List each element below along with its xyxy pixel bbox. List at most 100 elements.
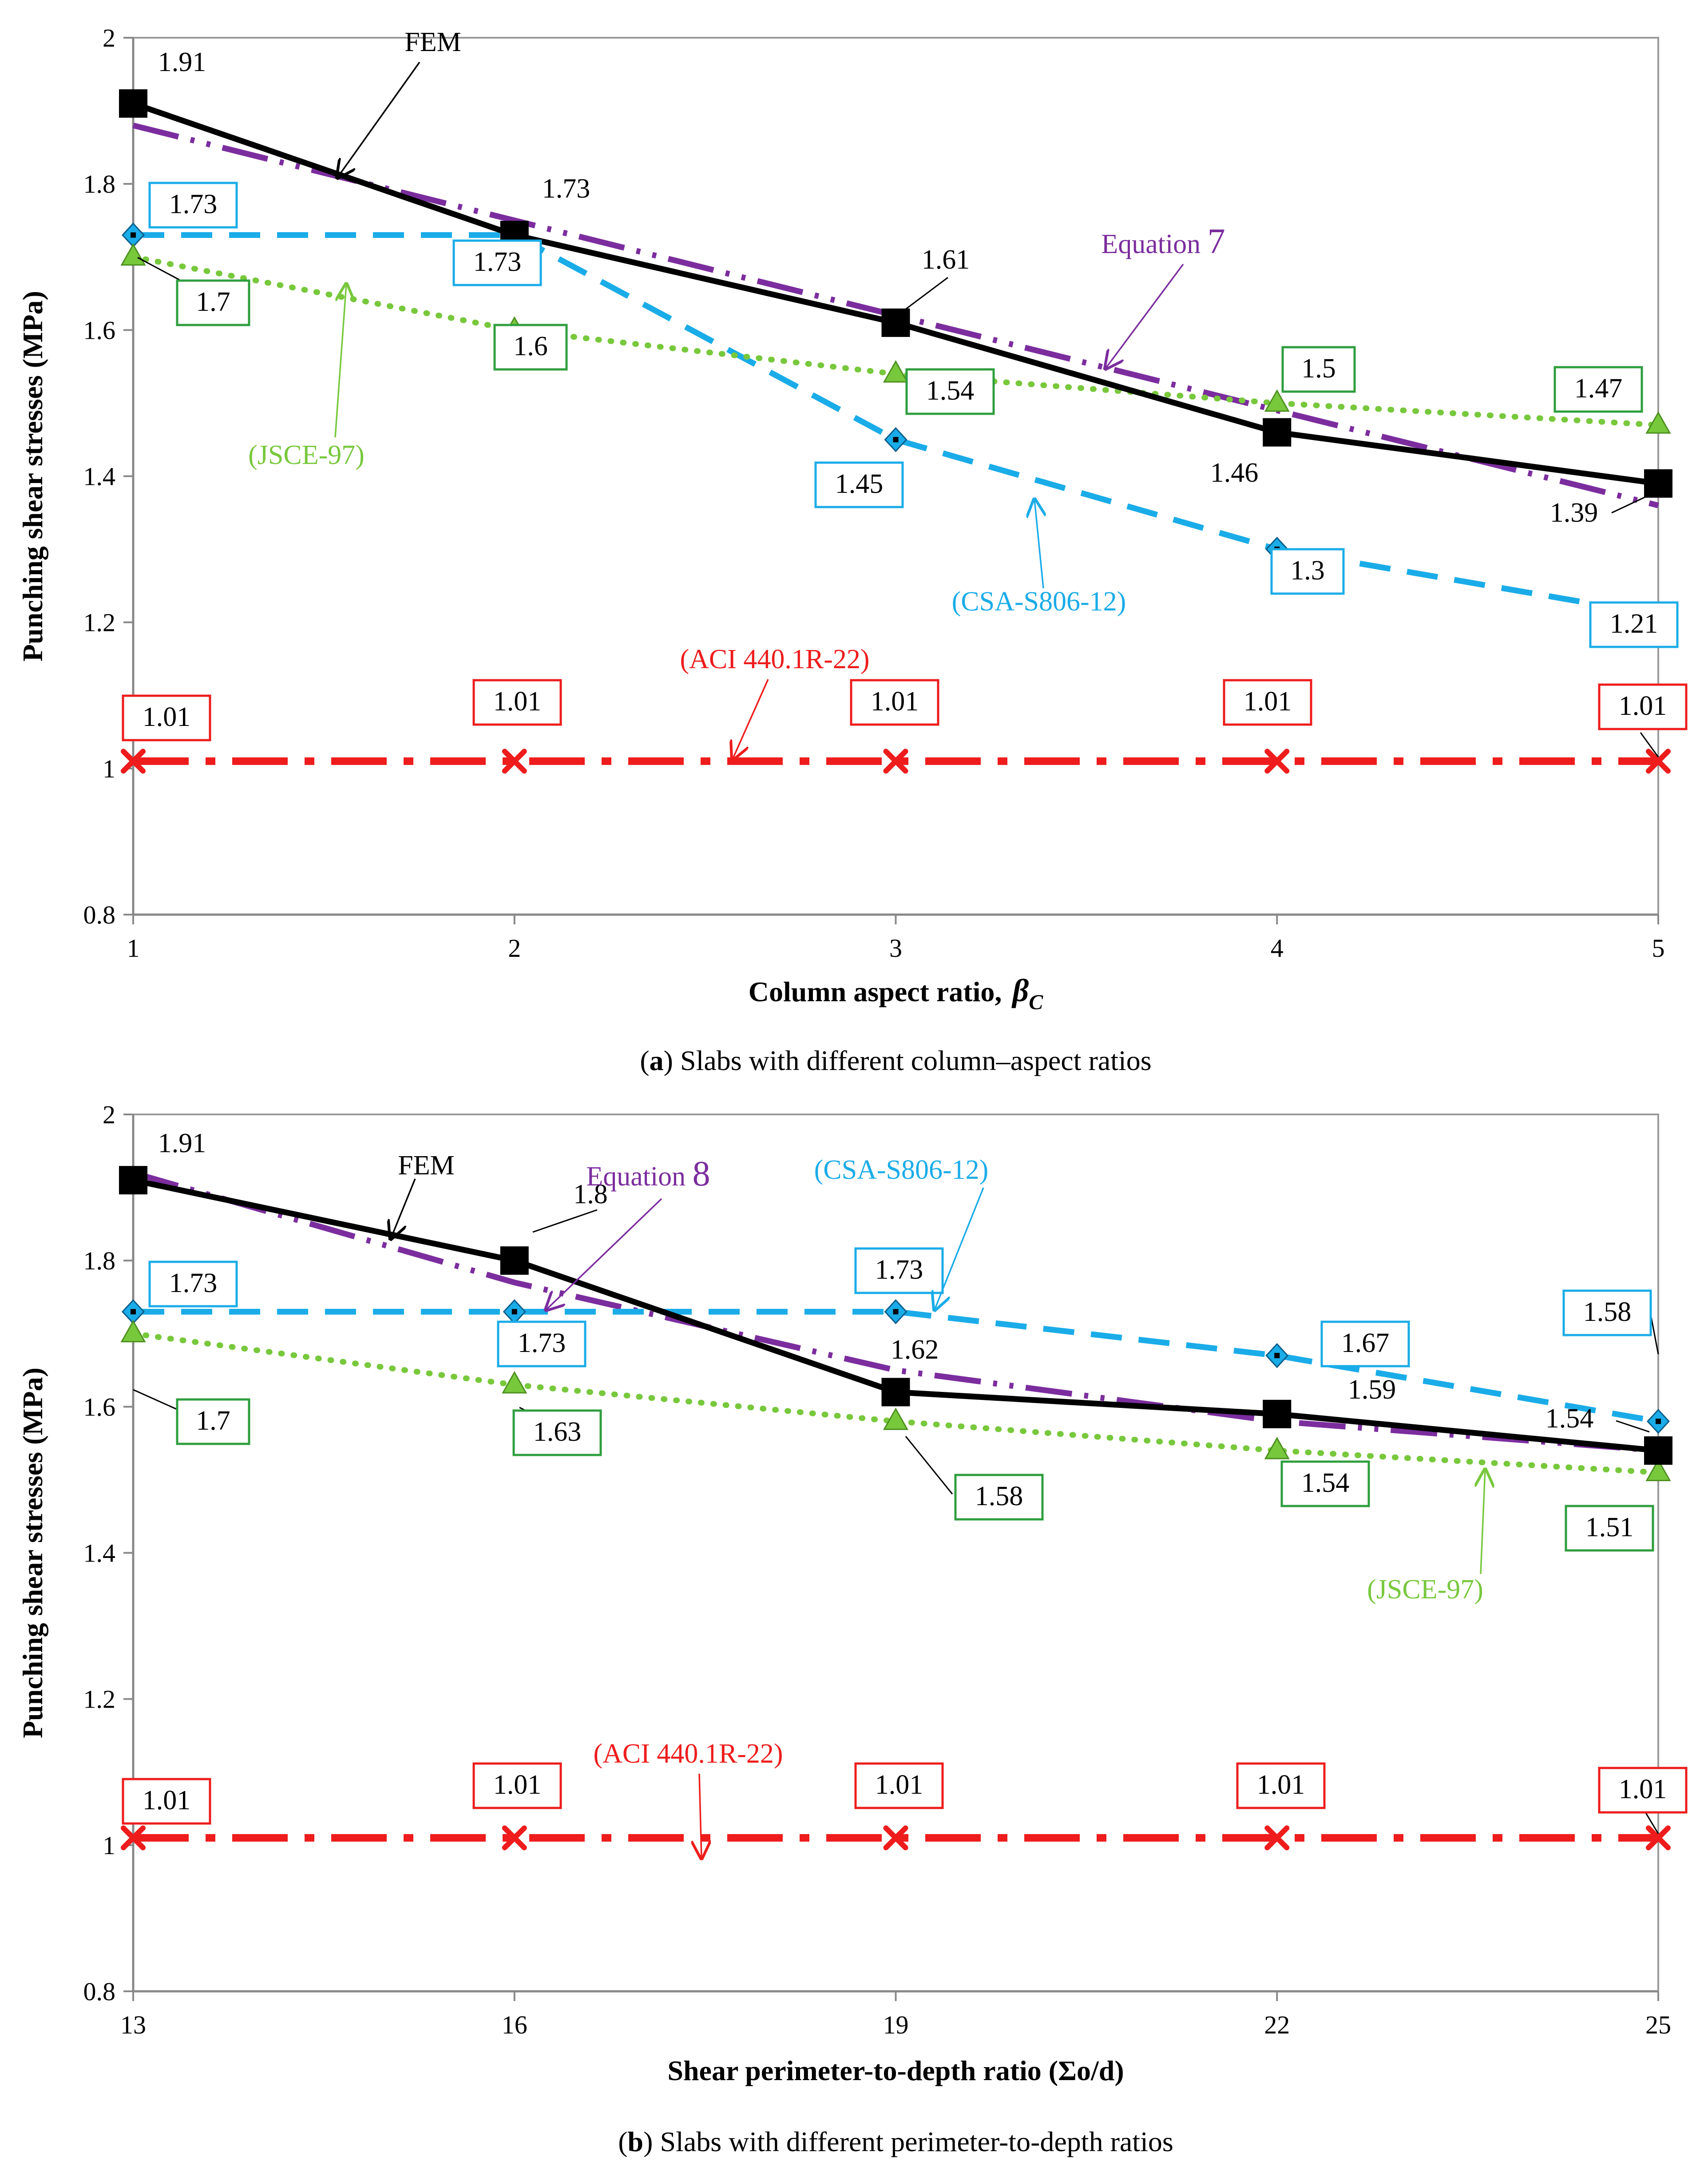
- fem-marker: [881, 1378, 910, 1407]
- y-axis-title: Punching shear stresses (MPa): [17, 291, 48, 662]
- jsce-data-label: 1.7: [196, 287, 230, 317]
- csa-callout-arrow: [935, 1187, 984, 1310]
- aci-marker: [1264, 749, 1290, 774]
- x-axis-title-subscript: C: [1029, 991, 1043, 1014]
- csa-marker-core: [511, 1309, 517, 1315]
- equation-callout-arrow: [1106, 263, 1184, 369]
- aci-label-box: [850, 679, 939, 726]
- csa-marker-core: [893, 437, 899, 443]
- csa-data-label: 1.3: [1290, 555, 1325, 586]
- aci-callout-label: (ACI 440.1R-22): [593, 1739, 783, 1769]
- fem-data-label: 1.39: [1550, 498, 1598, 528]
- jsce-callout-arrow: [334, 284, 346, 438]
- fem-marker: [500, 1246, 529, 1275]
- csa-label-box: [814, 461, 904, 508]
- csa-callout-label: (CSA-S806-12): [952, 587, 1126, 617]
- fem-data-label: 1.46: [1210, 458, 1259, 488]
- y-axis-title: Punching shear stresses (MPa): [17, 1367, 48, 1738]
- caption-text: Slabs with different perimeter-to-depth …: [653, 2126, 1173, 2157]
- aci-label-box: [854, 1762, 944, 1809]
- equation-callout-word: Equation: [586, 1161, 692, 1192]
- x-tick-label: 19: [883, 2010, 909, 2039]
- aci-marker: [883, 749, 908, 774]
- fem-marker: [1644, 469, 1672, 498]
- aci-data-label: 1.01: [143, 1785, 191, 1815]
- aci-callout-arrow: [699, 1773, 701, 1858]
- y-tick-label: 1.4: [83, 1539, 116, 1568]
- jsce-label-box: [1281, 346, 1356, 393]
- csa-data-label: 1.73: [518, 1328, 566, 1358]
- x-tick-label: 5: [1652, 934, 1665, 963]
- aci-label-box: [1598, 1767, 1688, 1814]
- fem-marker: [119, 1166, 147, 1195]
- chart-panel-b: 0.8 1 1.2 1.4 1.6 1.8 2 13 16 19 22 25 Punching shea…: [17, 1100, 1688, 2157]
- equation-series-line: [132, 1170, 1659, 1454]
- jsce-data-label: 1.54: [926, 376, 975, 406]
- csa-data-label: 1.58: [1583, 1297, 1632, 1327]
- aci-callout-arrow: [733, 679, 769, 759]
- fem-label-leader: [903, 277, 948, 312]
- equation-callout-word: Equation: [1101, 229, 1207, 259]
- equation-callout-number: 7: [1208, 222, 1225, 261]
- caption-letter: a: [650, 1045, 664, 1076]
- aci-data-label: 1.01: [875, 1770, 923, 1800]
- fem-marker: [119, 89, 147, 118]
- x-axis-title-symbol: β: [1011, 973, 1029, 1008]
- csa-callout-label: (CSA-S806-12): [814, 1155, 989, 1185]
- csa-label-box: [452, 239, 542, 286]
- jsce-marker: [1264, 1437, 1290, 1459]
- jsce-callout-label: (JSCE-97): [248, 440, 365, 470]
- fem-label-leader: [1616, 1420, 1650, 1433]
- aci-marker: [883, 1825, 908, 1851]
- aci-data-label: 1.01: [493, 686, 542, 717]
- caption-close: ): [643, 2126, 653, 2157]
- jsce-marker: [883, 1407, 909, 1430]
- aci-marker: [502, 749, 527, 774]
- csa-data-label: 1.73: [875, 1255, 923, 1285]
- fem-callout-arrow: [337, 61, 420, 178]
- fem-callout-label: FEM: [404, 27, 461, 57]
- x-axis-title: Column aspect ratio, βC: [749, 973, 1044, 1014]
- jsce-data-label: 1.58: [975, 1481, 1023, 1511]
- aci-marker: [502, 1825, 527, 1851]
- jsce-label-box: [493, 324, 568, 371]
- jsce-series-line: [130, 254, 1661, 428]
- caption-text: Slabs with different column–aspect ratio…: [673, 1045, 1152, 1076]
- plot-area: [132, 1114, 1659, 1992]
- csa-label-box: [1270, 548, 1345, 595]
- figure-caption: (b) Slabs with different perimeter-to-de…: [618, 2126, 1173, 2157]
- csa-label-box: [148, 1260, 238, 1308]
- csa-label-box: [148, 182, 238, 229]
- csa-label-box: [497, 1320, 586, 1367]
- csa-data-label: 1.67: [1341, 1328, 1390, 1358]
- y-tick-label: 1: [103, 754, 115, 783]
- fem-data-label: 1.62: [891, 1335, 939, 1365]
- aci-data-label: 1.01: [143, 702, 191, 732]
- aci-label-box: [1598, 683, 1688, 730]
- aci-label-box: [472, 679, 562, 726]
- aci-label-box: [1223, 679, 1312, 726]
- y-tick-label: 2: [103, 1100, 115, 1129]
- aci-label-leader: [1644, 1811, 1659, 1834]
- y-tick-label: 1.6: [83, 316, 116, 345]
- y-tick-label: 1.2: [83, 1685, 116, 1714]
- csa-series-line: [133, 1308, 1659, 1424]
- y-tick-label: 0.8: [83, 900, 116, 929]
- fem-data-label: 1.54: [1545, 1403, 1594, 1434]
- x-tick-label: 1: [127, 934, 140, 963]
- y-tick-label: 1.6: [83, 1392, 116, 1421]
- jsce-marker: [120, 243, 146, 266]
- jsce-data-label: 1.7: [196, 1406, 230, 1436]
- aci-label-box: [1236, 1762, 1326, 1809]
- fem-callout-arrow: [391, 1178, 416, 1239]
- csa-label-box: [1320, 1320, 1410, 1367]
- csa-callout-arrow: [1034, 499, 1043, 589]
- jsce-label-box: [176, 1398, 250, 1445]
- fem-series-line: [132, 100, 1659, 487]
- fem-marker: [1263, 418, 1292, 447]
- fem-label-leader: [1611, 494, 1650, 514]
- csa-marker-core: [1656, 1419, 1661, 1424]
- fem-data-label: 1.59: [1348, 1375, 1396, 1405]
